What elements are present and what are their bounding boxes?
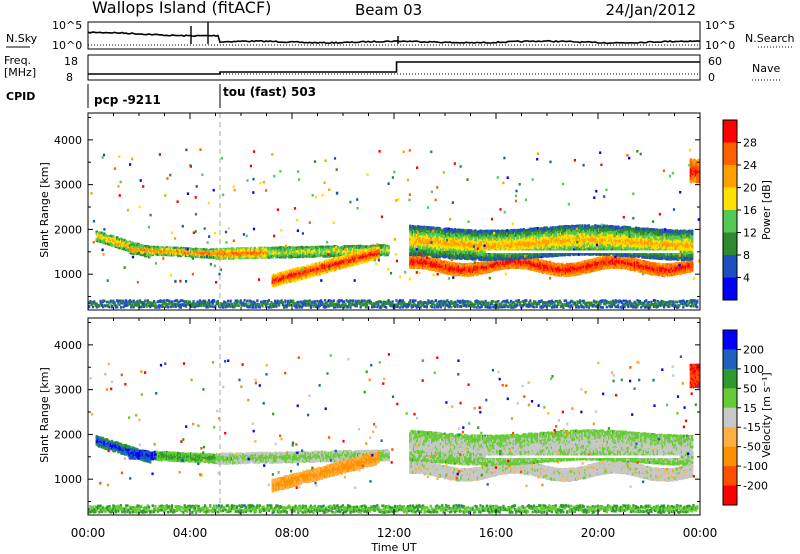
date-title: 24/Jan/2012 xyxy=(606,1,697,19)
radar-summary-figure: Wallops Island (fitACF) Beam 03 24/Jan/2… xyxy=(0,0,800,554)
nsky-tick-bottom: 10^0 xyxy=(52,39,82,52)
freq-label-line2: [MHz] xyxy=(4,66,36,79)
beam-title: Beam 03 xyxy=(355,1,422,19)
nsearch-label: N.Search xyxy=(745,32,795,45)
nave-tick-bottom: 0 xyxy=(708,71,715,84)
freq-tick-top: 18 xyxy=(64,55,78,68)
freq-trace xyxy=(88,62,700,74)
nsky-trace xyxy=(88,32,700,43)
nsky-panel: N.Sky 10^5 10^0 10^5 10^0 N.Search xyxy=(6,19,795,52)
nave-label: Nave xyxy=(752,62,780,75)
nsearch-tick-top: 10^5 xyxy=(705,19,735,32)
cpid-label: CPID xyxy=(6,90,35,103)
freq-panel: Freq. [MHz] 18 8 60 0 Nave xyxy=(4,54,780,84)
nsky-label: N.Sky xyxy=(6,32,38,45)
cpid-program-1: pcp -9211 xyxy=(94,93,161,107)
nsearch-tick-bottom: 10^0 xyxy=(705,39,735,52)
station-title: Wallops Island (fitACF) xyxy=(92,0,271,17)
nave-tick-top: 60 xyxy=(708,55,722,68)
cpid-row: CPID pcp -9211 tou (fast) 503 xyxy=(6,84,316,108)
cpid-program-2: tou (fast) 503 xyxy=(223,85,316,99)
freq-tick-bottom: 8 xyxy=(66,71,73,84)
freq-frame xyxy=(88,55,700,80)
nsky-tick-top: 10^5 xyxy=(52,19,82,32)
